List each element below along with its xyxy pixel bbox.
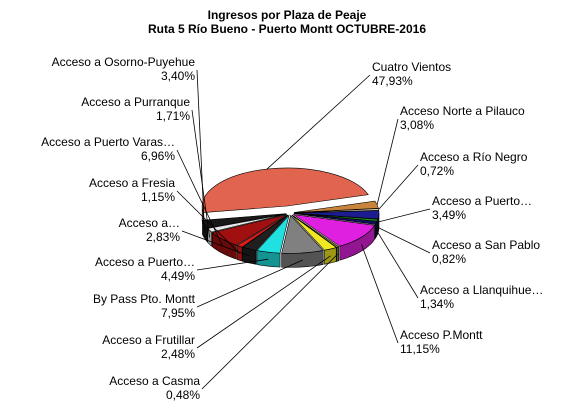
slice-value-label: 47,93% bbox=[372, 74, 413, 88]
slice bbox=[293, 214, 376, 247]
pie-tops bbox=[201, 167, 380, 254]
leader-line bbox=[196, 258, 269, 271]
pie-sides bbox=[201, 205, 380, 268]
slice-label: Acceso a Purranque bbox=[81, 95, 190, 109]
slice-value-label: 0,48% bbox=[166, 388, 200, 401]
leader-line bbox=[191, 109, 210, 238]
slice-label: Acceso a Llanquihue… bbox=[420, 283, 543, 297]
leader-line bbox=[375, 229, 419, 299]
slice bbox=[281, 214, 324, 254]
slice-value-label: 2,48% bbox=[161, 347, 195, 361]
slice-value-label: 4,49% bbox=[161, 269, 195, 283]
slice-label: Acceso a Puerto… bbox=[95, 255, 195, 269]
leader-line bbox=[360, 243, 399, 344]
slice-value-label: 1,15% bbox=[141, 190, 175, 204]
leader-line bbox=[176, 149, 224, 247]
slice-value-label: 3,49% bbox=[432, 208, 466, 222]
leader-line bbox=[196, 259, 303, 308]
slice-label: Acceso P.Montt bbox=[400, 328, 483, 342]
leader-line bbox=[196, 255, 331, 349]
slice-value-label: 6,96% bbox=[141, 149, 175, 163]
leader-line bbox=[176, 190, 240, 254]
slice-value-label: 3,40% bbox=[161, 69, 195, 83]
leader-line bbox=[377, 226, 431, 254]
chart-subtitle: Ruta 5 Río Bueno - Puerto Montt OCTUBRE-… bbox=[148, 22, 426, 36]
slice-label: Acceso a Casma bbox=[109, 374, 200, 388]
leader-line bbox=[201, 253, 338, 390]
slice-label: Cuatro Vientos bbox=[372, 60, 451, 74]
slice bbox=[256, 214, 290, 254]
slice-value-label: 1,34% bbox=[420, 297, 454, 311]
slice-label: Acceso a Río Negro bbox=[420, 150, 528, 164]
leader-line bbox=[266, 74, 371, 170]
slice-value-label: 0,82% bbox=[432, 252, 466, 266]
slice bbox=[291, 214, 337, 251]
slice-value-label: 11,15% bbox=[400, 342, 440, 356]
slice-value-label: 1,71% bbox=[156, 109, 190, 123]
slice-label: Acceso a Fresia bbox=[89, 176, 175, 190]
slice-value-label: 7,95% bbox=[161, 306, 195, 320]
slice-label: By Pass Pto. Montt bbox=[93, 292, 196, 306]
slice bbox=[207, 213, 287, 233]
slice-label: Acceso a Frutillar bbox=[102, 333, 195, 347]
leader-line bbox=[376, 118, 399, 205]
slice bbox=[293, 210, 380, 220]
slice bbox=[293, 213, 378, 225]
slice-label: Acceso a Osorno-Puyehue bbox=[52, 55, 196, 69]
slice bbox=[236, 214, 288, 248]
slice-label: Acceso a San Pablo bbox=[432, 238, 540, 252]
slice-value-label: 0,72% bbox=[420, 164, 454, 178]
leader-line bbox=[378, 208, 431, 223]
slice-value-label: 3,08% bbox=[400, 118, 434, 132]
chart-title: Ingresos por Plaza de Peaje bbox=[208, 8, 367, 22]
slice-label: Acceso Norte a Pilauco bbox=[400, 104, 525, 118]
slice-label: Acceso a Puerto Varas… bbox=[41, 135, 175, 149]
leader-line bbox=[378, 164, 419, 210]
leader-line bbox=[196, 69, 205, 232]
slice bbox=[241, 214, 289, 251]
slice bbox=[211, 214, 288, 246]
slice-value-label: 2,83% bbox=[146, 230, 180, 244]
slice-label: Acceso a Puerto… bbox=[432, 194, 532, 208]
slice-label: Acceso a… bbox=[119, 216, 180, 230]
